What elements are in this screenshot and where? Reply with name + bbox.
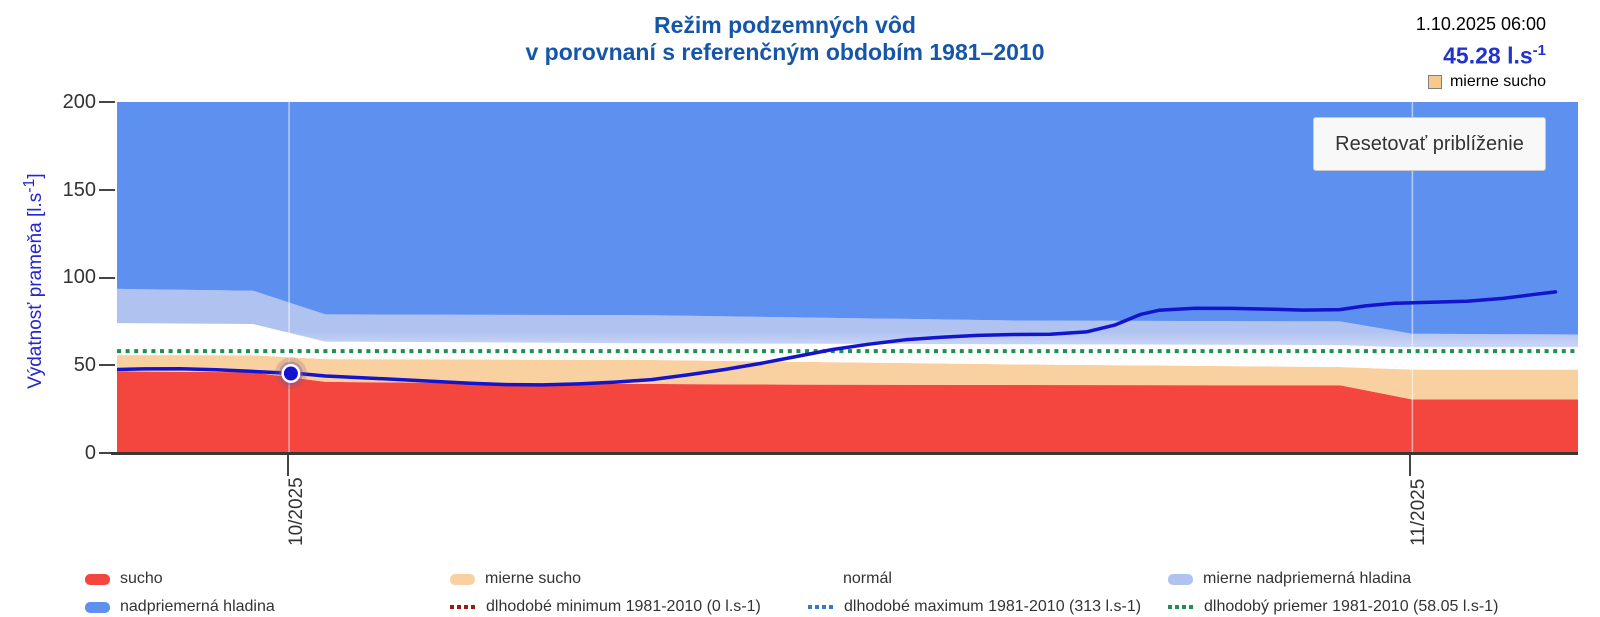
nadpriemerna-swatch-icon — [85, 601, 110, 613]
y-tickmark-100 — [99, 276, 115, 279]
legend-item-sucho[interactable]: sucho — [85, 570, 163, 588]
legend-label: mierne nadpriemerná hladina — [1203, 570, 1412, 587]
mierne-nadpriemerna-swatch-icon — [1168, 573, 1193, 585]
legend-label: mierne sucho — [485, 570, 582, 587]
legend-label: dlhodobý priemer 1981-2010 (58.05 l.s-1) — [1204, 598, 1499, 615]
reset-zoom-button[interactable]: Resetovať priblíženie — [1313, 117, 1546, 171]
x-tickmark-oct — [287, 455, 289, 476]
legend-item-dlhodoby-priemer[interactable]: dlhodobý priemer 1981-2010 (58.05 l.s-1) — [1168, 598, 1498, 616]
dlhodoby-priemer-dotted-icon — [1168, 605, 1194, 609]
legend-label: sucho — [120, 570, 163, 587]
y-tickmark-150 — [99, 189, 115, 191]
y-tickmark-0 — [99, 452, 115, 454]
chart-title: Režim podzemných vôd v porovnaní s refer… — [0, 12, 1570, 66]
legend-label: dlhodobé minimum 1981-2010 (0 l.s-1) — [486, 598, 761, 615]
hover-status-label: mierne sucho — [1449, 72, 1546, 90]
x-axis-line — [111, 452, 1578, 455]
hover-value-exponent: -1 — [1532, 42, 1546, 59]
y-tickmark-50 — [99, 364, 115, 366]
dlhodobe-maximum-dotted-icon — [808, 605, 834, 609]
legend-item-dlhodobe-maximum[interactable]: dlhodobé maximum 1981-2010 (313 l.s-1) — [808, 598, 1141, 616]
y-tick-150: 150 — [62, 179, 96, 201]
chart-canvas[interactable] — [115, 102, 1578, 453]
x-tickmark-nov — [1409, 455, 1411, 476]
chart-title-line2: v porovnaní s referenčným obdobím 1981–2… — [525, 39, 1045, 65]
normal-swatch-icon — [808, 573, 833, 585]
hover-value: 45.28 l.s-1 — [1416, 37, 1546, 70]
x-tick-label-oct: 10/2025 — [286, 477, 307, 546]
legend-item-nadpriemerna[interactable]: nadpriemerná hladina — [85, 598, 275, 616]
legend-item-dlhodobe-minimum[interactable]: dlhodobé minimum 1981-2010 (0 l.s-1) — [450, 598, 761, 616]
legend-item-normal[interactable]: normál — [808, 570, 892, 588]
legend-label: dlhodobé maximum 1981-2010 (313 l.s-1) — [844, 598, 1142, 615]
y-tick-0: 0 — [84, 442, 96, 464]
legend-label: nadpriemerná hladina — [120, 598, 275, 615]
chart-title-line1: Režim podzemných vôd — [654, 12, 916, 38]
hover-readout: 1.10.2025 06:00 45.28 l.s-1 mierne sucho — [1416, 13, 1546, 91]
y-tick-50: 50 — [73, 354, 96, 376]
hover-datetime: 1.10.2025 06:00 — [1415, 14, 1546, 34]
y-tick-200: 200 — [62, 91, 96, 113]
dlhodobe-minimum-dotted-icon — [450, 605, 476, 609]
mierne-sucho-swatch-icon — [450, 573, 475, 585]
plot-area[interactable] — [115, 102, 1578, 453]
sucho-swatch-icon — [85, 573, 110, 585]
hover-status-swatch — [1427, 74, 1442, 89]
legend-item-mierne-sucho[interactable]: mierne sucho — [450, 570, 581, 588]
legend-item-mierne-nadpriemerna[interactable]: mierne nadpriemerná hladina — [1168, 570, 1411, 588]
hover-status-row: mierne sucho — [1416, 73, 1546, 91]
x-tick-label-nov: 11/2025 — [1408, 478, 1429, 546]
hover-value-unit: l.s — [1500, 42, 1533, 69]
y-tickmark-200 — [99, 101, 115, 103]
legend-label: normál — [843, 570, 892, 587]
y-tick-100: 100 — [62, 266, 96, 288]
hover-value-number: 45.28 — [1443, 42, 1501, 69]
